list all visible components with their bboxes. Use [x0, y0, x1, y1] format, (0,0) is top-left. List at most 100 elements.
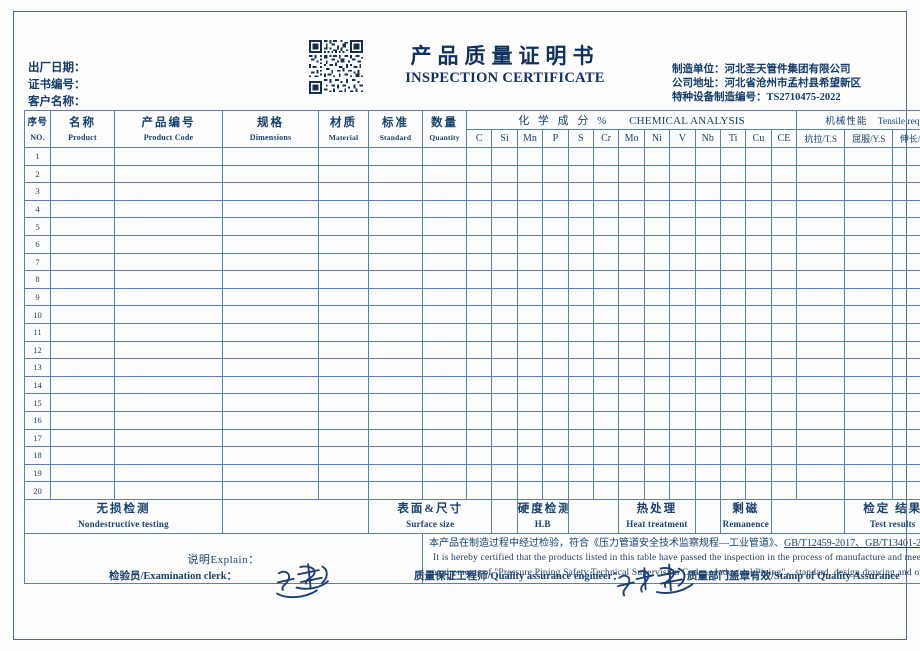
row-cell[interactable]: [643, 287, 671, 307]
row-cell[interactable]: [465, 446, 493, 465]
row-cell[interactable]: [114, 182, 223, 201]
row-cell[interactable]: [542, 428, 569, 448]
row-cell[interactable]: [368, 147, 423, 166]
row-cell[interactable]: [516, 393, 544, 412]
row-cell[interactable]: [669, 147, 696, 166]
row-cell[interactable]: [222, 287, 319, 307]
row-cell[interactable]: [745, 393, 772, 412]
row-cell[interactable]: [745, 234, 772, 254]
row-cell[interactable]: [567, 252, 594, 272]
row-cell[interactable]: [368, 217, 423, 236]
row-cell[interactable]: [745, 446, 772, 465]
row-cell[interactable]: [592, 287, 620, 307]
row-cell[interactable]: [844, 358, 894, 377]
row-cell[interactable]: [770, 147, 798, 166]
row-cell[interactable]: [694, 393, 721, 412]
row-cell[interactable]: [796, 252, 846, 272]
row-cell[interactable]: [669, 287, 696, 307]
row-cell[interactable]: [114, 375, 223, 395]
row-cell[interactable]: [222, 358, 319, 377]
row-cell[interactable]: [892, 199, 920, 219]
row-cell[interactable]: [465, 428, 493, 448]
row-cell[interactable]: [719, 147, 747, 166]
row-cell[interactable]: [892, 481, 920, 500]
row-cell[interactable]: [368, 234, 423, 254]
row-cell[interactable]: [318, 234, 369, 254]
row-cell[interactable]: [592, 164, 620, 184]
row-cell[interactable]: [318, 217, 369, 236]
row-cell[interactable]: [368, 428, 423, 448]
row-cell[interactable]: [719, 305, 747, 324]
row-cell[interactable]: [694, 428, 721, 448]
row-cell[interactable]: [844, 446, 894, 465]
row-cell[interactable]: [592, 147, 620, 166]
row-cell[interactable]: [844, 322, 894, 342]
row-cell[interactable]: [422, 270, 467, 289]
row-cell[interactable]: [114, 252, 223, 272]
row-cell[interactable]: [567, 287, 594, 307]
row-cell[interactable]: [491, 147, 518, 166]
row-cell[interactable]: [618, 410, 645, 430]
row-cell[interactable]: [719, 217, 747, 236]
row-cell[interactable]: [892, 164, 920, 184]
row-cell[interactable]: [491, 358, 518, 377]
row-cell[interactable]: [114, 393, 223, 412]
row-cell[interactable]: [516, 147, 544, 166]
row-cell[interactable]: [491, 375, 518, 395]
row-cell[interactable]: [368, 252, 423, 272]
row-cell[interactable]: [618, 182, 645, 201]
row-cell[interactable]: [669, 234, 696, 254]
row-cell[interactable]: [745, 410, 772, 430]
row-cell[interactable]: [844, 234, 894, 254]
row-cell[interactable]: [592, 199, 620, 219]
row-cell[interactable]: [567, 270, 594, 289]
row-cell[interactable]: [669, 199, 696, 219]
row-cell[interactable]: [618, 147, 645, 166]
row-cell[interactable]: [796, 305, 846, 324]
row-cell[interactable]: [643, 217, 671, 236]
row-cell[interactable]: [745, 375, 772, 395]
row-cell[interactable]: [318, 199, 369, 219]
row-cell[interactable]: [491, 234, 518, 254]
row-cell[interactable]: [694, 375, 721, 395]
row-cell[interactable]: [465, 481, 493, 500]
row-cell[interactable]: [669, 305, 696, 324]
row-cell[interactable]: [114, 410, 223, 430]
row-cell[interactable]: [618, 305, 645, 324]
row-cell[interactable]: [567, 305, 594, 324]
row-cell[interactable]: [516, 217, 544, 236]
row-cell[interactable]: [745, 322, 772, 342]
row-cell[interactable]: [491, 428, 518, 448]
row-cell[interactable]: [422, 463, 467, 483]
row-cell[interactable]: [796, 164, 846, 184]
row-cell[interactable]: [892, 270, 920, 289]
row-cell[interactable]: [542, 199, 569, 219]
row-cell[interactable]: [222, 463, 319, 483]
row-cell[interactable]: [618, 199, 645, 219]
row-cell[interactable]: [770, 270, 798, 289]
row-cell[interactable]: [643, 182, 671, 201]
row-cell[interactable]: [222, 446, 319, 465]
row-cell[interactable]: [516, 252, 544, 272]
row-cell[interactable]: [844, 270, 894, 289]
row-cell[interactable]: [796, 340, 846, 360]
row-cell[interactable]: [422, 340, 467, 360]
row-cell[interactable]: [592, 446, 620, 465]
row-cell[interactable]: [745, 358, 772, 377]
row-cell[interactable]: [618, 322, 645, 342]
row-cell[interactable]: [422, 428, 467, 448]
row-cell[interactable]: [567, 410, 594, 430]
row-cell[interactable]: [318, 270, 369, 289]
row-cell[interactable]: [618, 217, 645, 236]
row-cell[interactable]: [567, 428, 594, 448]
row-cell[interactable]: [222, 375, 319, 395]
row-cell[interactable]: [542, 252, 569, 272]
row-cell[interactable]: [892, 410, 920, 430]
row-cell[interactable]: [50, 463, 115, 483]
row-cell[interactable]: [516, 410, 544, 430]
row-cell[interactable]: [222, 322, 319, 342]
row-cell[interactable]: [222, 270, 319, 289]
row-cell[interactable]: [618, 358, 645, 377]
row-cell[interactable]: [592, 217, 620, 236]
row-cell[interactable]: [770, 340, 798, 360]
